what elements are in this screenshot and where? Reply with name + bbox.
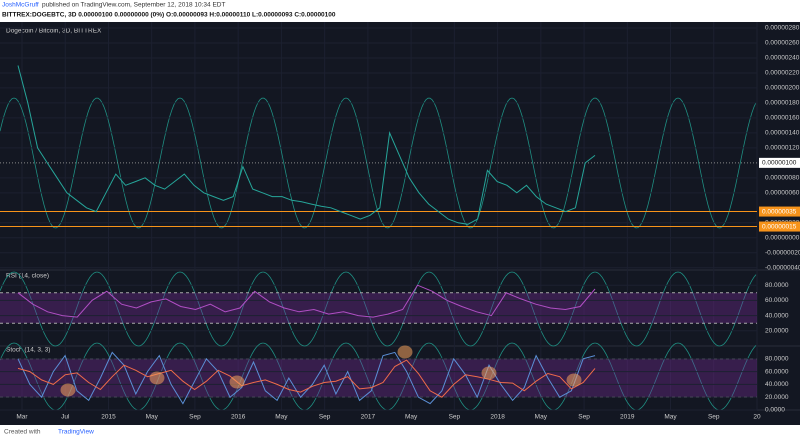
stoch-title: Stoch (14, 3, 3) (6, 347, 50, 354)
time-tick-label: 2019 (620, 414, 635, 421)
highlight-circle (566, 373, 582, 387)
series-line (17, 284, 596, 318)
y-tick-label: 20.0000 (765, 328, 789, 335)
time-tick-label: 20 (753, 414, 761, 421)
main-title: Dogecoin / Bitcoin, 3D, BITTREX (6, 28, 102, 35)
time-tick-label: Sep (578, 414, 590, 421)
y-tick-label: 20.0000 (765, 394, 789, 401)
y-tick-label: 0.00000240 (765, 55, 800, 62)
highlight-circle (149, 371, 165, 385)
y-tick-label: 60.0000 (765, 368, 789, 375)
y-tick-label: 80.0000 (765, 282, 789, 289)
level-label: 0.00000015 (762, 223, 797, 230)
band-fill (0, 358, 757, 398)
y-tick-label: 0.00000180 (765, 100, 800, 107)
quote: BITTREX:DOGEBTC, 3D 0.00000100 0.0000000… (2, 12, 336, 19)
time-tick-label: May (146, 414, 159, 421)
footer-brand[interactable]: TradingView (58, 429, 94, 436)
published: published on TradingView.com, September … (42, 2, 225, 9)
y-tick-label: 0.00000260 (765, 40, 800, 47)
y-tick-label: 0.00000200 (765, 85, 800, 92)
series-line (17, 359, 596, 398)
y-tick-label: -0.00000040 (765, 264, 800, 271)
last-price-label: 0.00000100 (762, 160, 797, 167)
y-tick-label: 40.0000 (765, 312, 789, 319)
y-tick-label: 0.00000280 (765, 25, 800, 32)
y-tick-label: 0.00000220 (765, 70, 800, 77)
y-tick-label: -0.00000020 (765, 249, 800, 256)
highlight-circle (481, 366, 497, 380)
time-tick-label: 2016 (231, 414, 246, 421)
rsi-title: RSI (14, close) (6, 273, 49, 280)
time-tick-label: 2017 (361, 414, 376, 421)
y-tick-label: 0.0000 (765, 407, 785, 414)
y-tick-label: 0.00000120 (765, 145, 800, 152)
cycle-wave (0, 342, 757, 411)
series-line (17, 351, 596, 405)
time-tick-label: Sep (319, 414, 331, 421)
time-tick-label: Mar (16, 414, 28, 421)
time-tick-label: Jul (61, 414, 70, 421)
time-tick-label: May (535, 414, 548, 421)
y-tick-label: 60.0000 (765, 297, 789, 304)
y-tick-label: 80.0000 (765, 356, 789, 363)
highlight-circle (397, 345, 413, 359)
author[interactable]: JoshMcGruff (2, 2, 39, 9)
time-tick-label: May (664, 414, 677, 421)
y-tick-label: 0.00000000 (765, 235, 800, 242)
time-tick-label: Sep (708, 414, 720, 421)
y-tick-label: 0.00000060 (765, 190, 800, 197)
band-fill (0, 292, 757, 324)
highlight-circle (60, 383, 76, 397)
time-tick-label: Sep (189, 414, 201, 421)
level-tag (759, 221, 800, 232)
level-label: 0.00000035 (762, 208, 797, 215)
y-tick-label: 40.0000 (765, 381, 789, 388)
level-tag (759, 206, 800, 217)
y-tick-label: 0.00000140 (765, 130, 800, 137)
highlight-circle (229, 375, 245, 389)
last-price-tag (759, 157, 800, 168)
time-tick-label: 2015 (101, 414, 116, 421)
series-line (17, 65, 596, 225)
y-tick-label: 0.00000080 (765, 175, 800, 182)
footer-created: Created with (4, 429, 41, 436)
y-tick-label: 0.00000160 (765, 115, 800, 122)
time-tick-label: May (275, 414, 288, 421)
time-tick-label: Sep (449, 414, 461, 421)
time-tick-label: 2018 (490, 414, 505, 421)
time-tick-label: May (405, 414, 418, 421)
